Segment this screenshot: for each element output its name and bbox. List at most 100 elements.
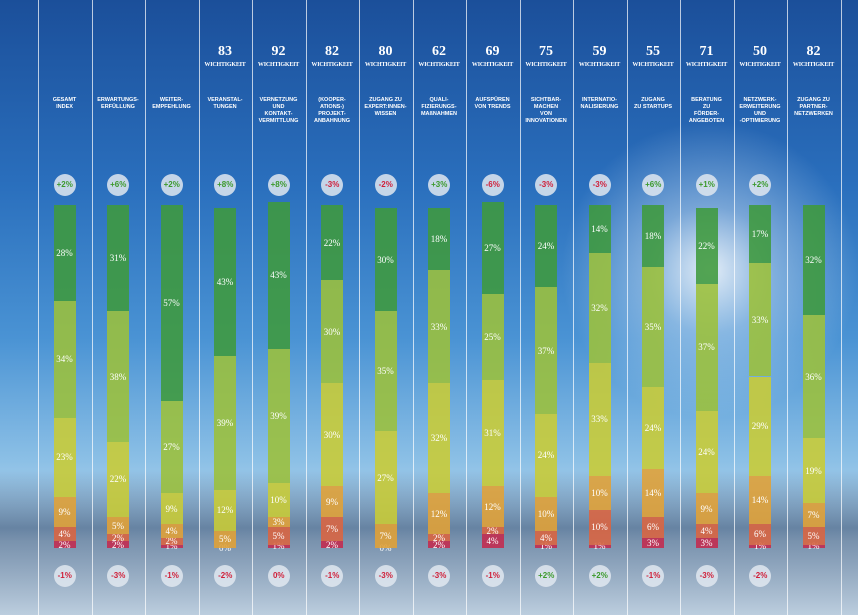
importance-label: WICHTIGKEIT — [311, 62, 353, 68]
change-badge: +8% — [214, 174, 237, 196]
bar-segment — [53, 496, 76, 528]
bar-segment — [374, 431, 397, 524]
column-separator — [252, 0, 253, 615]
bar-segment — [535, 496, 558, 531]
bar-segment — [214, 355, 237, 490]
change-badge: -2% — [374, 174, 397, 196]
column-separator — [466, 0, 467, 615]
change-badge: +2% — [535, 565, 558, 587]
bar-segment — [642, 266, 665, 387]
segment-label: 12% — [216, 505, 234, 516]
segment-label: 14% — [591, 224, 608, 234]
segment-label: 27% — [163, 441, 180, 452]
bar-segment — [107, 205, 130, 312]
bar-segment — [321, 517, 344, 542]
importance-value: 82 — [325, 44, 339, 59]
category-label: WEITER- EMPFEHLUNG — [152, 97, 191, 110]
change-badge: +2% — [53, 174, 76, 196]
segment-label: 2% — [433, 532, 445, 543]
segment-label: 0% — [379, 543, 392, 553]
change-badge: +3% — [428, 174, 451, 196]
segment-label: 7% — [807, 510, 820, 521]
segment-label: 10% — [270, 494, 287, 505]
segment-label: 43% — [270, 270, 287, 281]
column-separator — [91, 0, 93, 615]
bar-segment — [428, 541, 451, 548]
segment-label: 35% — [644, 321, 662, 332]
segment-label: 32% — [430, 433, 448, 444]
segment-label: 2% — [433, 539, 445, 550]
segment-label: 37% — [537, 345, 555, 356]
bar-segment — [107, 541, 130, 548]
category-label: INTERNATIO- NALISIERUNG — [580, 97, 619, 110]
bar-segment — [588, 510, 611, 545]
segment-label: 18% — [644, 230, 662, 241]
category-label: QUALI- FIZIERUNGS- MAßNAHMEN — [420, 97, 458, 117]
segment-label: 1% — [754, 541, 766, 552]
importance-value: 62 — [432, 44, 446, 59]
segment-label: 33% — [430, 321, 448, 332]
bar-segment — [53, 205, 76, 302]
change-badge: -3% — [535, 174, 558, 196]
importance-label: WICHTIGKEIT — [632, 62, 674, 68]
importance-label: WICHTIGKEIT — [257, 62, 300, 68]
bar-segment — [321, 205, 344, 281]
segment-label: 1% — [165, 541, 178, 552]
segment-label: 19% — [805, 465, 822, 476]
segment-label: 12% — [430, 508, 448, 519]
importance-label: WICHTIGKEIT — [792, 62, 835, 68]
segment-label: 33% — [751, 314, 769, 325]
bar-segment — [535, 544, 558, 548]
change-badge: -2% — [214, 565, 237, 587]
change-badge: -6% — [481, 174, 504, 196]
change-badge: +6% — [107, 174, 130, 196]
importance-value: 71 — [699, 44, 714, 59]
segment-label: 10% — [591, 522, 608, 533]
bar-segment — [374, 208, 397, 312]
change-badge: -3% — [695, 565, 718, 587]
change-badge: +1% — [695, 174, 718, 196]
importance-label: WICHTIGKEIT — [739, 62, 781, 68]
bar-segment — [160, 537, 183, 545]
segment-label: 31% — [109, 253, 127, 264]
segment-label: 38% — [109, 371, 127, 382]
bar-segment — [160, 523, 183, 538]
bar-segment — [53, 541, 76, 548]
segment-label: 3% — [647, 537, 659, 548]
change-badge: -3% — [107, 565, 130, 587]
segment-label: 30% — [323, 326, 341, 337]
bar-segment — [802, 438, 825, 504]
category-label: ZUGANG ZU PARTNER- NETZWERKEN — [794, 97, 833, 117]
change-badge: +2% — [588, 565, 611, 587]
bar-segment — [321, 486, 344, 518]
bar-segment — [481, 486, 504, 528]
change-badge: -3% — [428, 565, 451, 587]
bar-segment — [642, 537, 665, 548]
bar-segment — [53, 301, 76, 418]
segment-label: 1% — [593, 541, 606, 552]
segment-label: 2% — [112, 532, 124, 543]
segment-label: 27% — [484, 242, 501, 253]
importance-label: WICHTIGKEIT — [578, 62, 621, 68]
change-badge: -1% — [160, 565, 183, 587]
segment-label: 2% — [486, 525, 499, 536]
column-separator — [573, 0, 574, 615]
bar-segment — [481, 294, 504, 380]
segment-label: 4% — [700, 525, 713, 536]
segment-label: 9% — [165, 503, 178, 514]
bar-segment — [588, 475, 611, 511]
segment-label: 14% — [751, 494, 769, 505]
segment-label: 6% — [754, 529, 766, 540]
change-badge: +2% — [160, 174, 183, 196]
bar-segment — [374, 523, 397, 548]
bar-segment — [160, 493, 183, 524]
change-badge: 0% — [267, 565, 290, 587]
segment-label: 24% — [537, 241, 555, 252]
bar-segment — [481, 379, 504, 487]
segment-label: 7% — [326, 524, 338, 535]
change-badge: -1% — [53, 565, 76, 587]
segment-label: 34% — [56, 354, 73, 365]
bar-segment — [749, 263, 772, 377]
segment-label: 39% — [270, 410, 287, 421]
bar-segment — [695, 523, 718, 538]
